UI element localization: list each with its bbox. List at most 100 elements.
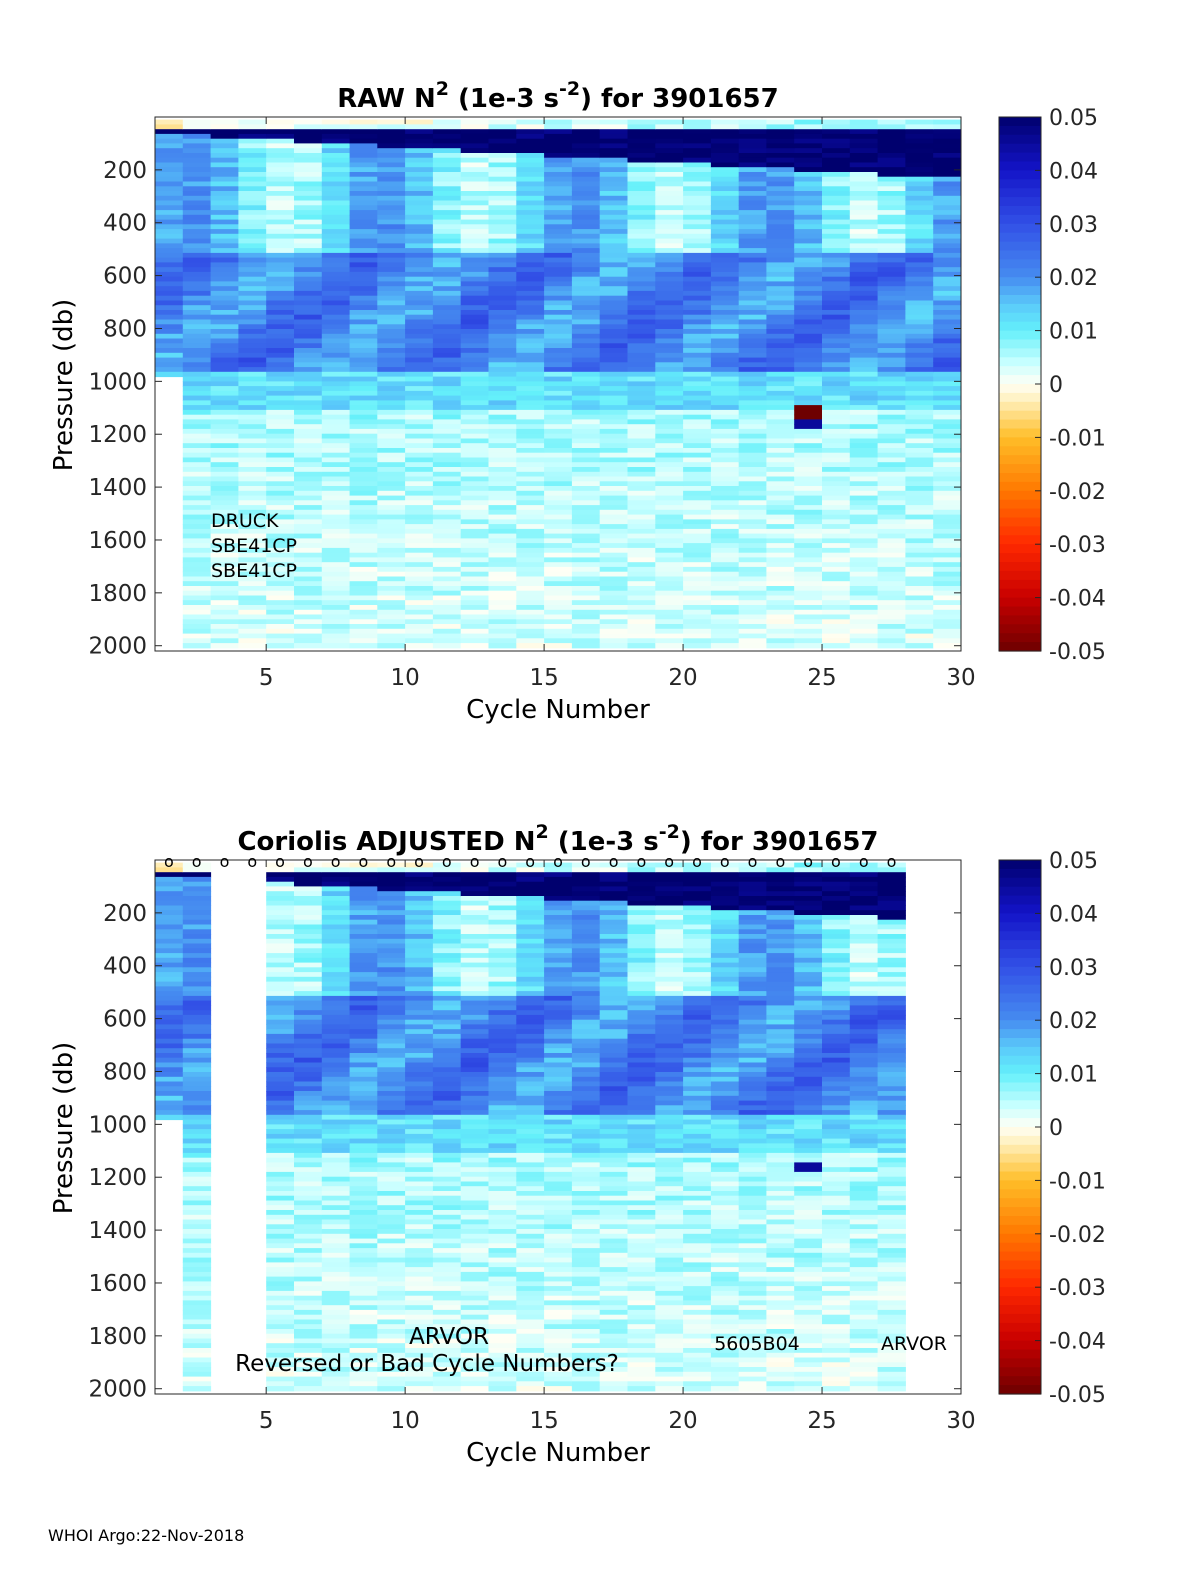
heat-cell — [238, 262, 267, 268]
heat-cell — [488, 1010, 517, 1016]
adjusted-chart-title: Coriolis ADJUSTED N2 (1e-3 s-2) for 3901… — [237, 821, 878, 857]
heat-cell — [349, 614, 378, 620]
heat-cell — [822, 419, 851, 425]
heat-cell — [710, 119, 740, 125]
heat-cell — [933, 524, 962, 530]
heat-cell — [155, 343, 184, 349]
heat-cell — [294, 514, 323, 520]
heat-cell — [655, 643, 684, 649]
heat-cell — [238, 495, 267, 501]
heat-cell — [266, 991, 295, 997]
heat-cell — [822, 619, 851, 625]
heat-cell — [266, 581, 295, 587]
heat-cell — [266, 900, 295, 906]
heat-cell — [627, 948, 656, 954]
heat-cell — [571, 1024, 601, 1030]
heat-cell — [849, 305, 879, 311]
heat-cell — [488, 1110, 517, 1116]
heat-cell — [544, 219, 573, 225]
heat-cell — [182, 314, 212, 320]
heat-cell — [655, 614, 684, 620]
heat-cell — [849, 238, 879, 244]
heat-cell — [571, 1176, 601, 1182]
heat-cell — [294, 896, 323, 902]
heat-cell — [571, 1038, 601, 1044]
heat-cell — [155, 1014, 184, 1021]
heat-cell — [210, 167, 239, 173]
heat-cell — [266, 300, 295, 306]
heat-cell — [571, 500, 601, 506]
heat-cell — [321, 948, 351, 954]
heat-cell — [460, 576, 489, 582]
heat-cell — [460, 148, 489, 154]
heat-cell — [377, 1362, 406, 1368]
heat-cell — [516, 1157, 545, 1163]
heat-cell — [933, 181, 962, 187]
heat-cell — [488, 143, 517, 149]
heat-cell — [516, 1195, 545, 1201]
heat-cell — [294, 1290, 323, 1297]
heat-cell — [377, 590, 406, 596]
heat-cell — [933, 252, 962, 259]
heat-cell — [460, 1086, 489, 1092]
heat-cell — [571, 938, 601, 945]
heat-cell — [210, 400, 239, 406]
heat-cell — [182, 552, 212, 558]
heat-cell — [627, 957, 656, 964]
heat-cell — [655, 519, 684, 525]
heat-cell — [877, 143, 906, 149]
heat-cell — [238, 609, 267, 616]
heat-cell — [683, 148, 712, 154]
heat-cell — [544, 633, 573, 639]
heat-cell — [516, 934, 545, 940]
heat-cell — [377, 233, 406, 240]
heat-cell — [544, 1019, 573, 1025]
heat-cell — [933, 200, 962, 206]
heat-cell — [460, 1381, 489, 1387]
heat-cell — [599, 1062, 628, 1068]
heat-cell — [210, 276, 239, 282]
raw-n2-panel: RAW N2 (1e-3 s-2) for 3901657 5 10 15 20 25 3… — [49, 78, 1106, 725]
heat-cell — [877, 552, 906, 558]
heat-cell — [877, 310, 906, 316]
heat-cell — [349, 524, 378, 530]
heat-cell — [544, 143, 573, 149]
heat-cell — [266, 1114, 295, 1121]
heat-cell — [655, 257, 684, 263]
heat-cell — [571, 219, 601, 225]
heat-cell — [849, 462, 879, 468]
heat-cell — [432, 872, 462, 878]
heat-cell — [377, 552, 406, 558]
heat-cell — [488, 1067, 517, 1073]
heat-cell — [321, 524, 351, 530]
heat-cell — [460, 1176, 489, 1182]
heat-cell — [488, 1138, 517, 1144]
heat-cell — [877, 181, 906, 187]
heat-cell — [238, 357, 267, 363]
heat-cell — [294, 153, 323, 159]
heat-cell — [738, 486, 767, 492]
heat-cell — [571, 1014, 601, 1021]
heat-cell — [488, 1319, 517, 1325]
heat-cell — [460, 538, 489, 544]
heat-cell — [238, 633, 267, 639]
heat-cell — [432, 157, 462, 163]
heat-cell — [321, 605, 351, 611]
heat-cell — [266, 1210, 295, 1216]
heat-cell — [432, 886, 462, 892]
heat-cell — [266, 643, 295, 649]
heat-cell — [571, 495, 601, 501]
heat-cell — [266, 281, 295, 287]
heat-cell — [571, 609, 601, 616]
heat-cell — [377, 1309, 406, 1316]
heat-cell — [599, 614, 628, 620]
heat-cell — [405, 153, 434, 159]
heat-cell — [571, 1029, 601, 1035]
heat-cell — [210, 267, 239, 273]
heat-cell — [238, 443, 267, 449]
heat-cell — [849, 509, 879, 516]
heat-cell — [460, 329, 489, 335]
heat-cell — [182, 124, 212, 130]
heat-cell — [683, 514, 712, 520]
heat-cell — [766, 533, 795, 539]
